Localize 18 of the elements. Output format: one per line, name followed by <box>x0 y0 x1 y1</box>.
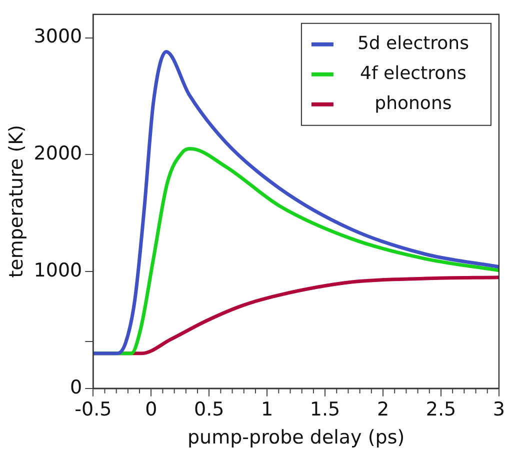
x-axis-title: pump-probe delay (ps) <box>187 426 405 449</box>
y-tick-label: 3000 <box>34 26 82 48</box>
x-tick-label: 3 <box>492 398 506 421</box>
legend-label: phonons <box>374 93 452 114</box>
y-tick-label: 1000 <box>34 259 82 282</box>
x-tick-label: 0 <box>145 398 158 421</box>
x-tick-label: 2.5 <box>426 398 456 421</box>
y-tick-label: 2000 <box>34 142 82 165</box>
x-tick-label: 1.5 <box>310 398 340 421</box>
x-tick-label: 1 <box>261 398 274 421</box>
x-tick-label: -0.5 <box>74 398 112 421</box>
legend-label: 4f electrons <box>360 63 466 84</box>
legend-label: 5d electrons <box>357 33 469 54</box>
x-tick-label: 0.5 <box>194 398 224 421</box>
x-tick-label: 2 <box>376 398 390 421</box>
y-axis-title: temperature (K) <box>5 125 28 278</box>
y-tick-label: 0 <box>70 376 82 398</box>
line-series <box>93 50 499 356</box>
